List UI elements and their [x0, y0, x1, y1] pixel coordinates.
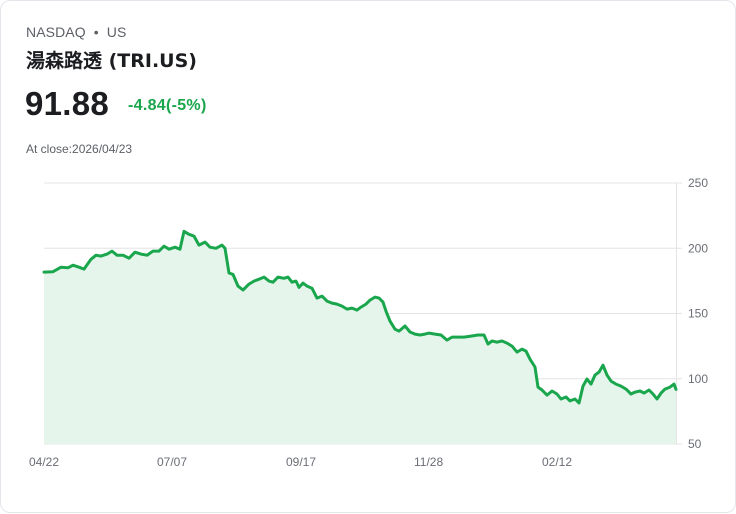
chart-area-fill [44, 231, 676, 444]
price-change: -4.84(-5%) [128, 97, 207, 114]
y-axis-labels: 250 200 150 100 50 [688, 176, 708, 451]
separator-dot: • [93, 24, 99, 40]
chart-price-line [42, 229, 678, 405]
x-tick-label: 07/07 [157, 455, 187, 469]
y-tick-label: 250 [688, 176, 708, 190]
x-tick-label: 04/22 [29, 455, 59, 469]
y-tick-label: 150 [688, 307, 708, 321]
x-axis-labels: 04/22 07/07 09/17 11/28 02/12 [29, 455, 572, 469]
region-name: US [106, 24, 127, 40]
exchange-label: NASDAQ • US [26, 24, 126, 40]
close-timestamp: At close:2026/04/23 [26, 142, 133, 156]
y-tick-label: 50 [688, 437, 702, 451]
stock-title: 湯森路透 (TRI.US) [26, 50, 197, 72]
y-tick-label: 200 [688, 241, 708, 255]
exchange-name: NASDAQ [26, 24, 86, 40]
x-tick-label: 02/12 [542, 455, 572, 469]
y-tick-label: 100 [688, 372, 708, 386]
x-tick-label: 09/17 [286, 455, 316, 469]
x-tick-label: 11/28 [414, 455, 443, 469]
current-price: 91.88 [25, 85, 110, 122]
